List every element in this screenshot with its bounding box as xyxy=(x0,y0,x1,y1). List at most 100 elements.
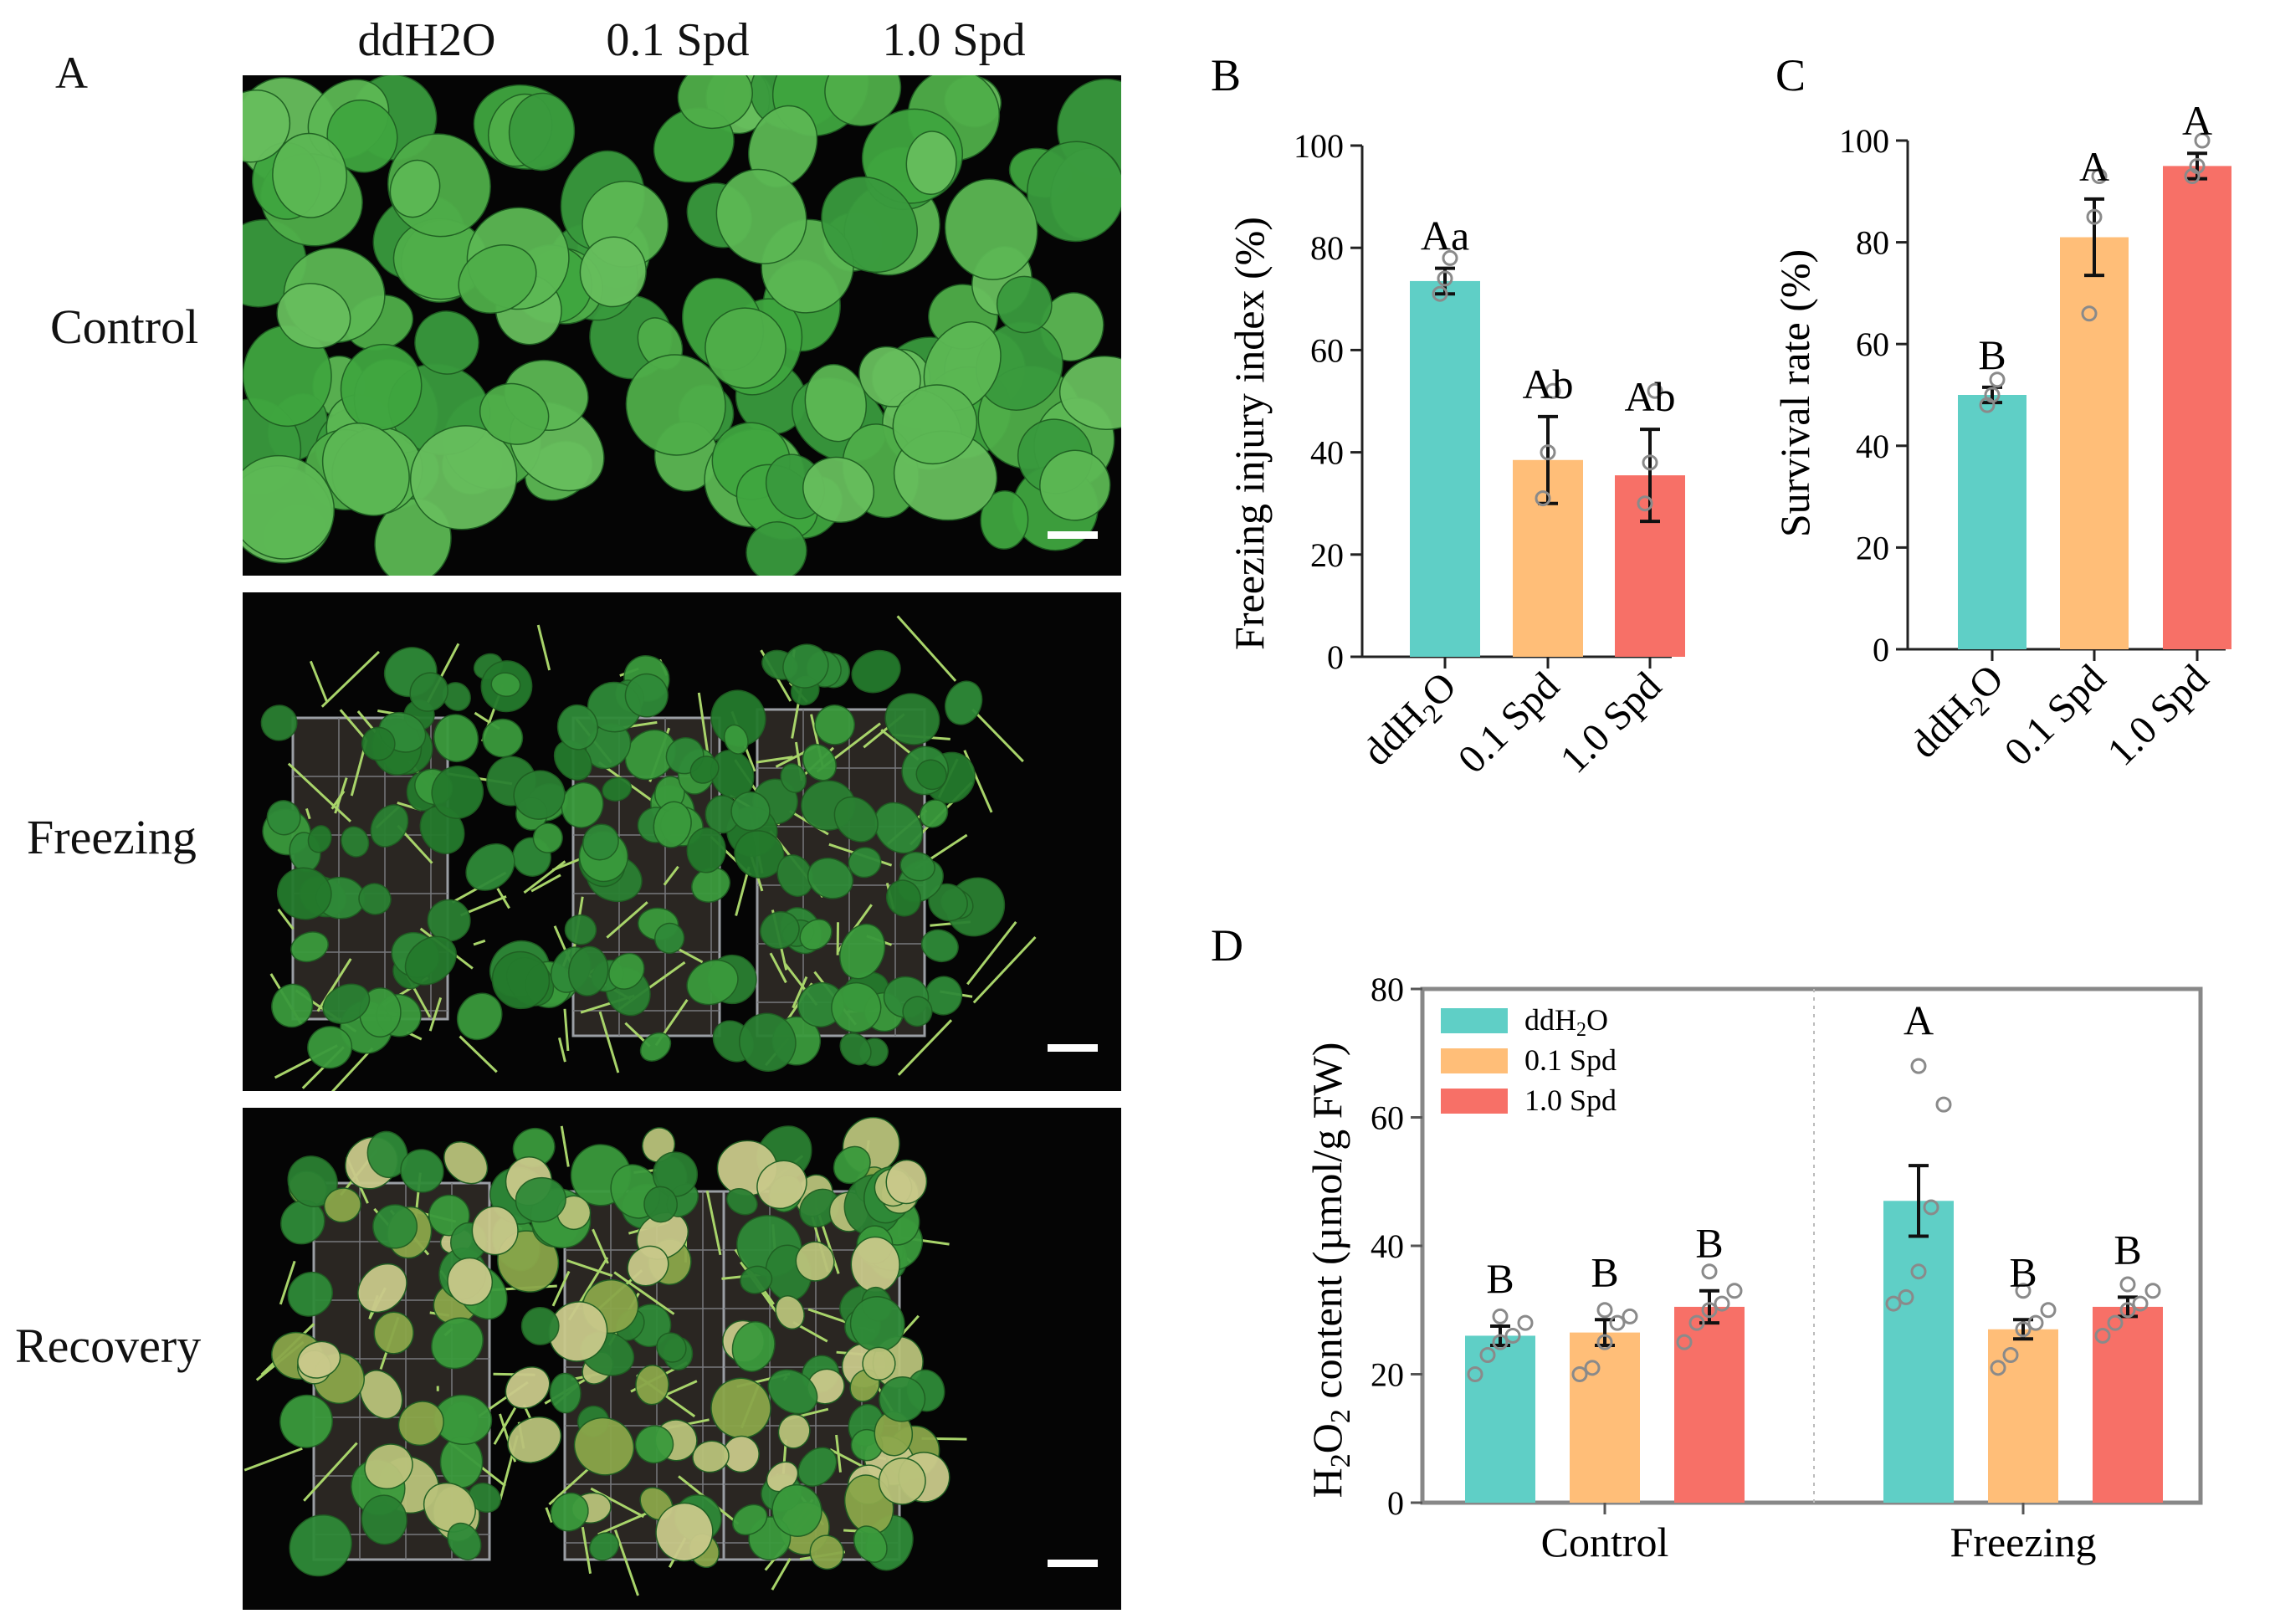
leaf xyxy=(899,851,935,882)
stem xyxy=(243,1447,303,1472)
stem xyxy=(971,708,1024,763)
leaf xyxy=(373,1311,414,1355)
leaf xyxy=(513,770,566,820)
bar xyxy=(1674,1306,1745,1503)
x-tick-label: 1.0 Spd xyxy=(2099,656,2217,774)
stem xyxy=(771,1558,792,1591)
leaf xyxy=(686,959,739,1006)
data-point xyxy=(1571,1366,1588,1382)
stem xyxy=(835,1434,842,1473)
leaf xyxy=(809,1534,844,1570)
significance-label: B xyxy=(2114,1226,2141,1273)
data-point xyxy=(2081,305,2098,322)
legend-swatch xyxy=(1441,1008,1508,1033)
leaf xyxy=(945,680,983,725)
column-label-spd10: 1.0 Spd xyxy=(870,17,1038,64)
stem xyxy=(530,873,561,893)
stem xyxy=(756,756,793,764)
x-tick-label: Control xyxy=(1541,1519,1669,1565)
stem xyxy=(769,952,787,984)
stem xyxy=(566,1259,613,1278)
panel-b-chart: B Freezing injury index (%) 0 20 40 60 80 100… xyxy=(1211,50,1685,782)
stem xyxy=(896,615,957,682)
leaf xyxy=(479,382,550,445)
leaf xyxy=(588,1532,620,1561)
leaf xyxy=(364,1443,413,1490)
significance-label: Ab xyxy=(1522,361,1573,407)
data-point xyxy=(2119,1276,2136,1293)
leaf xyxy=(370,804,409,848)
data-point xyxy=(1910,1058,1927,1074)
leaf xyxy=(653,801,692,848)
leaf xyxy=(260,704,298,741)
data-point xyxy=(1622,1308,1638,1324)
leaf xyxy=(279,1394,333,1448)
column-label-spd10-text: 1.0 Spd xyxy=(882,14,1026,66)
leaf xyxy=(799,919,833,950)
photo-freezing xyxy=(243,592,1121,1091)
leaf xyxy=(505,1366,551,1409)
column-label-spd01: 0.1 Spd xyxy=(594,17,761,64)
label-subscript: 2 xyxy=(1576,1019,1586,1041)
leaf xyxy=(853,1525,888,1563)
stem xyxy=(966,920,1017,986)
leaf xyxy=(824,75,902,127)
stem xyxy=(897,1019,953,1076)
stem xyxy=(705,1190,722,1256)
column-label-ddh2o: ddH2O xyxy=(343,17,510,64)
leaf xyxy=(848,847,882,879)
leaf xyxy=(739,1012,797,1072)
data-point xyxy=(1437,270,1453,287)
data-point xyxy=(1637,495,1653,512)
leaf xyxy=(799,1188,840,1228)
leaf xyxy=(490,672,521,698)
leaf xyxy=(243,89,291,163)
data-point xyxy=(2119,1302,2136,1319)
data-point xyxy=(2189,157,2206,174)
leaf xyxy=(760,911,800,950)
leaf xyxy=(508,92,576,172)
stem xyxy=(597,1511,648,1536)
leaf xyxy=(321,423,410,516)
bar xyxy=(1410,280,1480,657)
data-point xyxy=(1688,1314,1705,1331)
y-tick-label: 100 xyxy=(1294,127,1344,165)
leaf xyxy=(878,1458,926,1505)
data-point xyxy=(1596,1334,1613,1350)
leaf xyxy=(243,454,336,560)
significance-label: B xyxy=(2009,1248,2037,1295)
leaf xyxy=(372,1204,418,1249)
data-point xyxy=(1609,1314,1626,1331)
leaf xyxy=(287,1271,334,1317)
leaf xyxy=(746,521,807,576)
stem xyxy=(473,939,486,946)
leaf xyxy=(831,981,882,1033)
row-label-freezing: Freezing xyxy=(27,810,197,864)
data-point xyxy=(1923,1199,1939,1216)
leaf xyxy=(905,131,957,195)
data-point xyxy=(2015,1321,2032,1338)
y-tick-label: 40 xyxy=(1310,434,1344,472)
leaf xyxy=(357,1263,407,1314)
y-axis-label: Freezing injury index (%) xyxy=(1226,217,1273,650)
leaf xyxy=(359,1370,403,1420)
leaf xyxy=(731,1321,776,1372)
leaf xyxy=(409,672,448,712)
leaf xyxy=(920,929,959,963)
stem xyxy=(613,1529,639,1596)
leaf xyxy=(740,1265,773,1294)
leaf xyxy=(782,643,829,689)
leaf xyxy=(447,1257,494,1306)
bar xyxy=(1570,1332,1640,1503)
leaf xyxy=(431,1317,484,1370)
leaf xyxy=(608,952,645,990)
stem xyxy=(330,1047,374,1091)
leaf xyxy=(549,1372,582,1414)
data-point xyxy=(1584,1360,1601,1376)
data-point xyxy=(1910,1263,1927,1280)
leaf xyxy=(409,425,518,530)
leaf xyxy=(272,132,348,218)
stem xyxy=(590,1487,644,1519)
legend-label: ddH2O xyxy=(1524,1003,1608,1041)
column-label-spd01-text: 0.1 Spd xyxy=(606,14,750,66)
